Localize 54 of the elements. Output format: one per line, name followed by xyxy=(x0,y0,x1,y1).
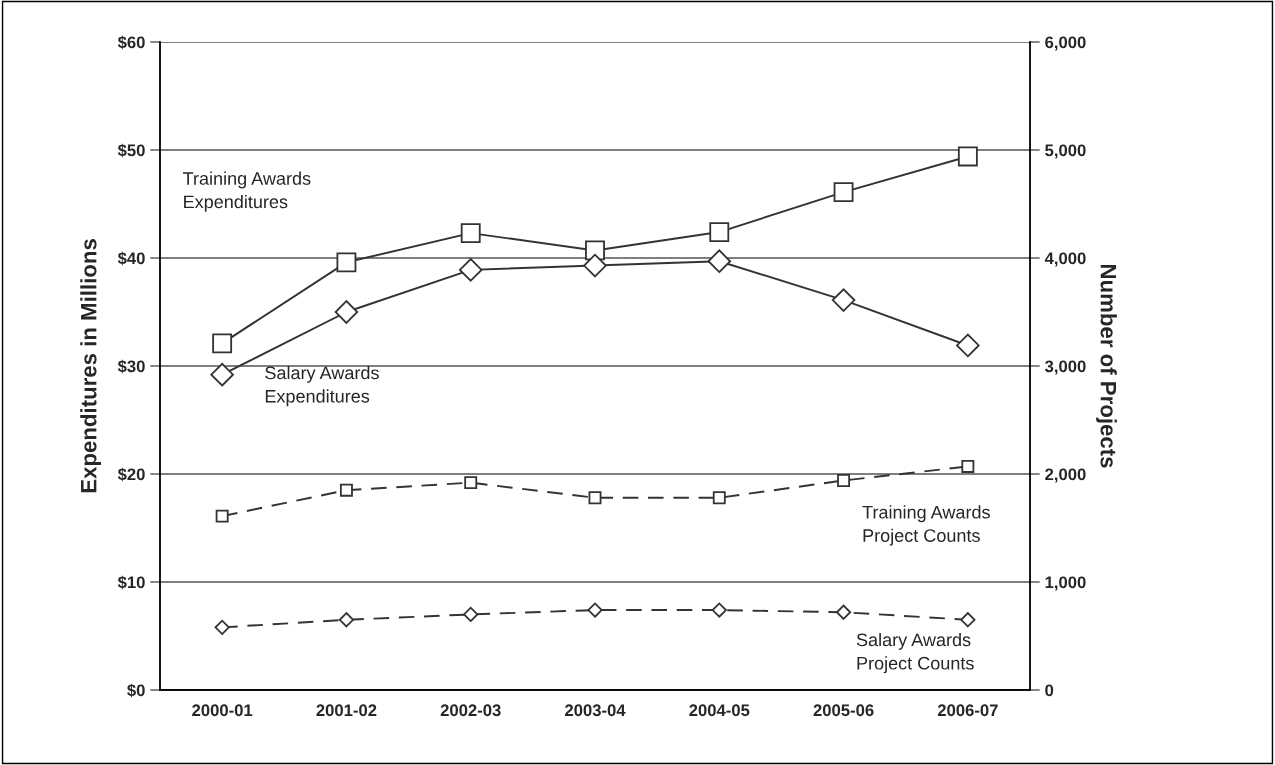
y-tick-label: $20 xyxy=(117,467,145,482)
y2-tick-label: 2,000 xyxy=(1045,468,1086,483)
series-label: Training Awards Project Counts xyxy=(862,505,990,546)
x-tick-label: 2005-06 xyxy=(813,704,874,717)
y-tick-label: $30 xyxy=(117,359,145,374)
y-tick-label: $60 xyxy=(117,35,145,50)
x-tick-label: 2000-01 xyxy=(192,704,253,717)
y-tick-label: $10 xyxy=(117,575,145,590)
point xyxy=(214,619,230,635)
point xyxy=(960,612,976,628)
x-tick-label: 2002-03 xyxy=(440,704,501,717)
point xyxy=(956,333,980,358)
point xyxy=(464,476,478,490)
y2-tick-label: 0 xyxy=(1045,684,1054,697)
point xyxy=(707,249,732,273)
y-tick-label: $50 xyxy=(117,143,145,158)
y2-tick-label: 4,000 xyxy=(1044,252,1086,267)
point xyxy=(460,223,481,244)
point xyxy=(583,253,607,278)
point xyxy=(215,509,229,523)
point xyxy=(336,252,357,273)
y2-tick-label: 6,000 xyxy=(1045,36,1086,51)
point xyxy=(210,362,234,387)
point xyxy=(587,602,603,618)
point xyxy=(835,604,852,620)
point xyxy=(831,288,856,312)
y2-axis-title: Number of Projects xyxy=(1096,265,1117,468)
point xyxy=(957,146,978,167)
point xyxy=(709,222,730,243)
point xyxy=(837,474,851,487)
series-label: Salary Awards Project Counts xyxy=(856,632,974,674)
y2-tick-label: 1,000 xyxy=(1045,576,1086,591)
x-tick-label: 2004-05 xyxy=(689,704,750,717)
y-tick-label: $0 xyxy=(127,683,145,698)
point xyxy=(458,258,483,282)
y-tick-label: $40 xyxy=(117,251,145,266)
y-axis-title: Expenditures in Millions xyxy=(80,239,101,493)
series-label: Salary Awards Expenditures xyxy=(265,366,379,407)
text: Training Awards Expenditures xyxy=(183,171,311,212)
point xyxy=(711,602,727,618)
point xyxy=(712,491,726,505)
point xyxy=(588,491,602,505)
point xyxy=(212,333,233,354)
point xyxy=(338,612,355,628)
y2-tick-label: 3,000 xyxy=(1044,360,1086,375)
y2-tick-label: 5,000 xyxy=(1045,144,1086,159)
point xyxy=(961,459,975,473)
x-tick-label: 2003-04 xyxy=(565,704,626,717)
point xyxy=(833,182,854,203)
x-tick-label: 2006-07 xyxy=(937,704,998,717)
point xyxy=(463,606,479,622)
point xyxy=(339,483,353,497)
x-tick-label: 2001-02 xyxy=(316,704,377,717)
point xyxy=(334,300,359,324)
